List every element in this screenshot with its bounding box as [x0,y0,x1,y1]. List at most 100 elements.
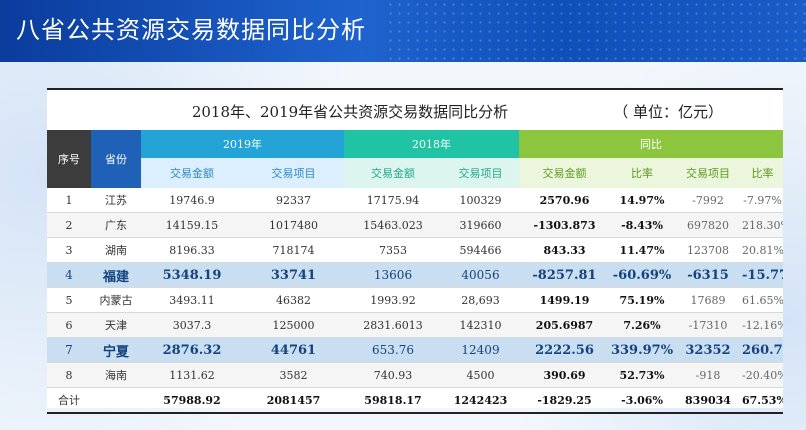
total-projects-2018: 1242423 [442,387,519,414]
table-row-highlighted: 7 宁夏 2876.32 44761 653.76 12409 2222.56 … [47,337,783,363]
cell-amount-2018: 13606 [344,262,442,288]
cell-province: 海南 [91,362,141,388]
cell-province: 广东 [91,212,141,238]
table-row: 2 广东 14159.15 1017480 15463.023 319660 -… [47,212,783,238]
cell-projects-2018: 4500 [442,362,519,388]
total-projects-diff: 839034 [674,387,742,414]
cell-projects-diff: 32352 [674,337,742,363]
cell-province: 内蒙古 [91,287,141,313]
total-amount-diff: -1829.25 [519,387,610,414]
cell-amount-2019: 14159.15 [141,212,243,238]
header-2018-projects: 交易项目 [442,158,519,188]
header-id: 序号 [47,130,91,188]
cell-amount-diff: -8257.81 [519,262,610,288]
cell-projects-ratio: -7.97% [742,188,783,213]
cell-projects-ratio: -20.40% [742,362,783,388]
header-group-yoy: 同比 [519,130,783,158]
cell-amount-2018: 7353 [344,237,442,263]
cell-projects-2018: 40056 [442,262,519,288]
header-2019-amount: 交易金额 [141,158,243,188]
cell-province: 宁夏 [91,337,141,363]
total-projects-2019: 2081457 [243,387,344,414]
header-sub-row: 交易金额 交易项目 交易金额 交易项目 交易金额 比率 交易项目 比率 [47,158,783,188]
cell-amount-2019: 3493.11 [141,287,243,313]
cell-amount-2018: 15463.023 [344,212,442,238]
cell-amount-ratio: 339.97% [610,337,674,363]
cell-projects-2019: 44761 [243,337,344,363]
total-amount-2019: 57988.92 [141,387,243,414]
banner-dot-pattern [386,0,806,62]
cell-projects-2019: 46382 [243,287,344,313]
cell-amount-2018: 2831.6013 [344,312,442,338]
cell-projects-ratio: 20.81% [742,237,783,263]
cell-projects-2018: 28,693 [442,287,519,313]
table-title-row: 2018年、2019年省公共资源交易数据同比分析 （ 单位：亿元） [47,88,783,130]
cell-id: 6 [47,312,91,338]
cell-amount-2019: 5348.19 [141,262,243,288]
cell-province: 福建 [91,262,141,288]
cell-amount-ratio: -60.69% [610,262,674,288]
cell-projects-diff: 697820 [674,212,742,238]
cell-amount-2018: 653.76 [344,337,442,363]
cell-projects-2019: 92337 [243,188,344,213]
cell-amount-2019: 8196.33 [141,237,243,263]
cell-projects-2019: 1017480 [243,212,344,238]
cell-projects-ratio: -15.77% [742,262,783,288]
total-empty [91,387,141,414]
total-label: 合计 [47,387,91,414]
total-amount-ratio: -3.06% [610,387,674,414]
cell-amount-2019: 2876.32 [141,337,243,363]
cell-projects-2019: 33741 [243,262,344,288]
cell-amount-diff: 2222.56 [519,337,610,363]
cell-projects-ratio: 260.71% [742,337,783,363]
header-yoy-projects: 交易项目 [674,158,742,188]
cell-projects-diff: 123708 [674,237,742,263]
cell-id: 7 [47,337,91,363]
table-row: 5 内蒙古 3493.11 46382 1993.92 28,693 1499.… [47,287,783,313]
header-yoy-amount: 交易金额 [519,158,610,188]
table-row: 3 湖南 8196.33 718174 7353 594466 843.33 1… [47,237,783,263]
cell-id: 4 [47,262,91,288]
header-yoy-amount-ratio: 比率 [610,158,674,188]
cell-province: 天津 [91,312,141,338]
cell-amount-2019: 3037.3 [141,312,243,338]
cell-id: 2 [47,212,91,238]
cell-projects-ratio: 61.65% [742,287,783,313]
cell-amount-ratio: 11.47% [610,237,674,263]
cell-amount-diff: 2570.96 [519,188,610,213]
total-projects-ratio: 67.53% [742,387,783,414]
table-title: 2018年、2019年省公共资源交易数据同比分析 [191,103,509,121]
table-unit: （ 单位：亿元） [613,103,723,121]
cell-amount-diff: -1303.873 [519,212,610,238]
cell-projects-2019: 3582 [243,362,344,388]
comparison-table: 2018年、2019年省公共资源交易数据同比分析 （ 单位：亿元） 序号 省份 … [47,88,783,414]
cell-projects-ratio: 218.30% [742,212,783,238]
cell-amount-2018: 740.93 [344,362,442,388]
cell-projects-2018: 142310 [442,312,519,338]
cell-amount-diff: 205.6987 [519,312,610,338]
table-row: 8 海南 1131.62 3582 740.93 4500 390.69 52.… [47,362,783,388]
total-amount-2018: 59818.17 [344,387,442,414]
cell-amount-diff: 390.69 [519,362,610,388]
cell-projects-2018: 594466 [442,237,519,263]
table-row: 1 江苏 19746.9 92337 17175.94 100329 2570.… [47,188,783,213]
cell-amount-diff: 1499.19 [519,287,610,313]
cell-amount-2019: 19746.9 [141,188,243,213]
cell-amount-ratio: 52.73% [610,362,674,388]
cell-amount-diff: 843.33 [519,237,610,263]
cell-amount-2019: 1131.62 [141,362,243,388]
table-total-row: 合计 57988.92 2081457 59818.17 1242423 -18… [47,387,783,414]
header-group-row: 序号 省份 2019年 2018年 同比 [47,130,783,188]
cell-projects-diff: -6315 [674,262,742,288]
cell-amount-ratio: 14.97% [610,188,674,213]
cell-projects-2019: 718174 [243,237,344,263]
header-yoy-projects-ratio: 比率 [742,158,783,188]
page-banner: 八省公共资源交易数据同比分析 [0,0,806,62]
cell-projects-diff: -918 [674,362,742,388]
cell-projects-2019: 125000 [243,312,344,338]
cell-id: 8 [47,362,91,388]
header-group-2018: 2018年 [344,130,519,158]
cell-projects-2018: 100329 [442,188,519,213]
table-card: 2018年、2019年省公共资源交易数据同比分析 （ 单位：亿元） 序号 省份 … [47,88,783,414]
cell-projects-diff: -17310 [674,312,742,338]
